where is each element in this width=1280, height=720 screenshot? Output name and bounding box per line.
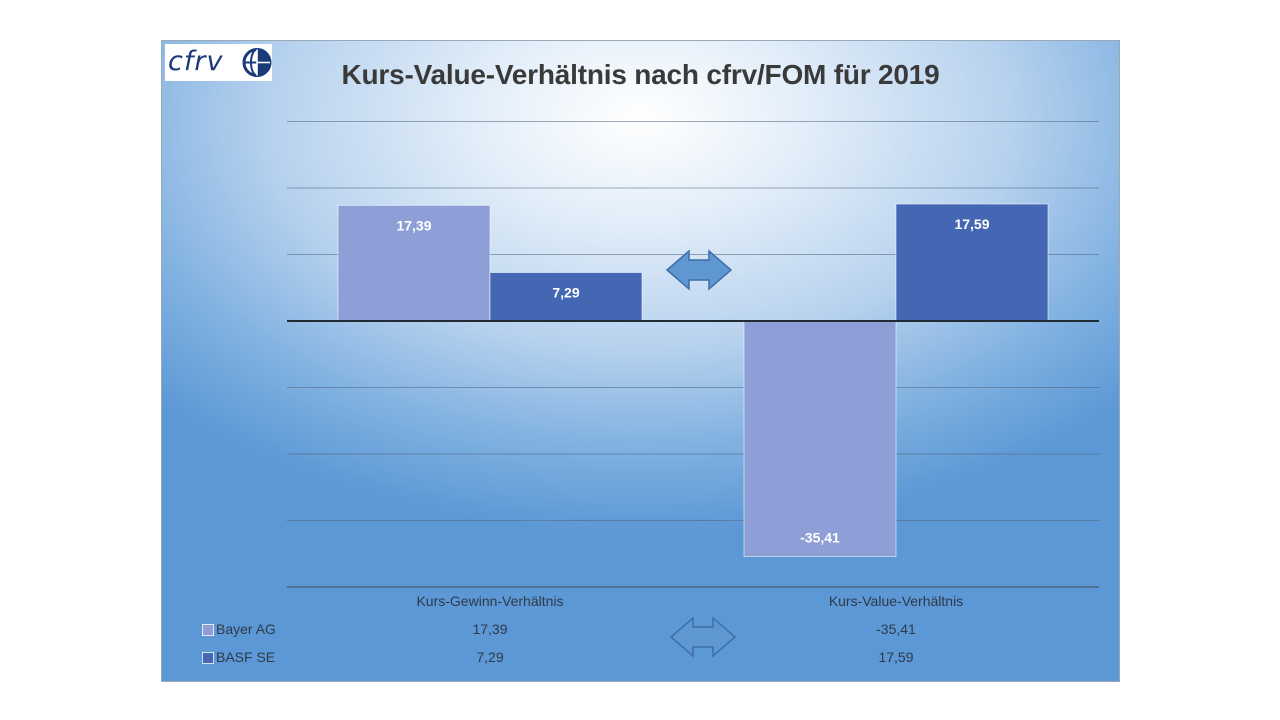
chart-title: Kurs-Value-Verhältnis nach cfrv/FOM für … <box>341 59 940 90</box>
category-label: Kurs-Gewinn-Verhältnis <box>416 593 564 609</box>
bar <box>337 204 491 322</box>
legend-key <box>202 624 214 636</box>
table-cell: -35,41 <box>876 621 916 637</box>
data-label: 17,59 <box>954 216 989 232</box>
globe-icon <box>242 48 272 77</box>
bar <box>743 320 897 557</box>
table-cell: 17,39 <box>472 621 508 637</box>
data-label: -35,41 <box>800 529 840 545</box>
table-cell: 17,59 <box>878 649 914 665</box>
legend-entry: BASF SE <box>216 649 276 665</box>
logo-text: cfrv <box>168 46 224 77</box>
legend-key <box>202 652 214 664</box>
legend-entry: Bayer AG <box>216 621 276 637</box>
data-label: 7,29 <box>552 285 579 301</box>
cfrv-logo: cfrv <box>165 44 272 81</box>
category-label: Kurs-Value-Verhältnis <box>828 593 964 609</box>
bar-chart: 17,39 7,29 -35,41 17,59 <box>287 121 1099 658</box>
double-arrow-icon <box>669 616 737 658</box>
data-label: 17,39 <box>396 217 431 233</box>
slide: cfrv Kurs-Value-Verhältnis nach cfrv/FOM… <box>161 40 1120 682</box>
table-cell: 7,29 <box>476 649 504 665</box>
double-arrow-icon <box>665 249 733 291</box>
